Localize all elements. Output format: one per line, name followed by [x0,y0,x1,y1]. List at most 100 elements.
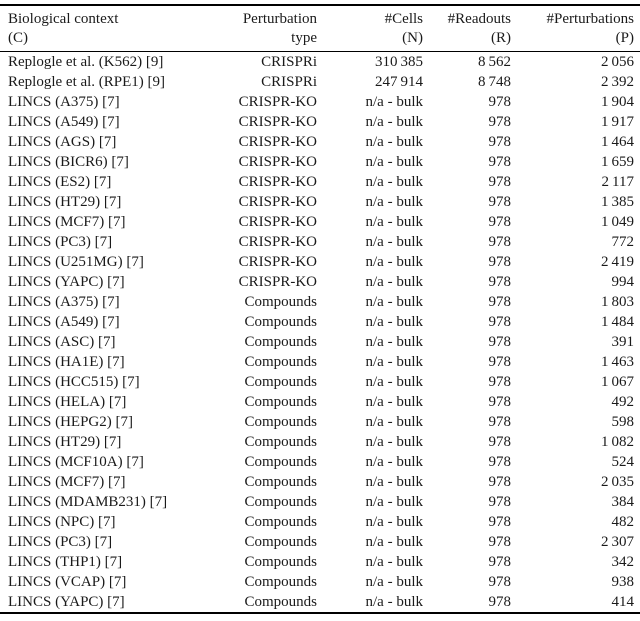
cell-cells: n/a - bulk [365,534,424,550]
table-row: LINCS (A549) [7] CRISPR-KO n/a - bulk 978 1 … [0,112,640,132]
cell-perturbation-type: Compounds [244,514,317,530]
cell-cells: n/a - bulk [365,374,424,390]
cell-readouts: 978 [488,234,512,250]
table-row: LINCS (A549) [7] Compounds n/a - bulk 978 1 … [0,312,640,332]
table-row: LINCS (HT29) [7] CRISPR-KO n/a - bulk 978 1 … [0,192,640,212]
col-header-line2: type [291,30,317,46]
cell-cells: n/a - bulk [365,414,424,430]
cell-perturbation-type: Compounds [244,594,317,610]
table-row: Replogle et al. (K562) [9] CRISPRi 310 385… [0,52,640,73]
cell-perturbations: 2 307 [600,534,634,550]
cell-perturbations: 938 [611,574,635,590]
cell-perturbations: 2 035 [600,474,634,490]
table-row: LINCS (A375) [7] Compounds n/a - bulk 978 1 … [0,292,640,312]
cell-perturbations: 1 803 [600,294,634,310]
cell-readouts: 978 [488,334,512,350]
cell-context: LINCS (A375) [7] [8,94,120,110]
cell-perturbation-type: Compounds [244,474,317,490]
cell-readouts: 978 [488,214,512,230]
cell-cells: n/a - bulk [365,514,424,530]
cell-perturbations: 1 082 [600,434,634,450]
cell-perturbations: 492 [611,394,635,410]
cell-perturbations: 1 385 [600,194,634,210]
cell-cells: n/a - bulk [365,94,424,110]
cell-cells: n/a - bulk [365,354,424,370]
cell-perturbation-type: CRISPR-KO [238,94,317,110]
cell-perturbation-type: CRISPR-KO [238,234,317,250]
cell-perturbation-type: CRISPR-KO [238,274,317,290]
table-header: Biological context (C) Perturbation type… [0,5,640,52]
cell-cells: n/a - bulk [365,174,424,190]
cell-context: LINCS (ES2) [7] [8,174,112,190]
col-header-readouts: #Readouts (R) [425,5,513,52]
cell-perturbations: 1 904 [600,94,634,110]
cell-perturbations: 482 [611,514,635,530]
table-row: LINCS (A375) [7] CRISPR-KO n/a - bulk 978 1 … [0,92,640,112]
table-row: LINCS (PC3) [7] CRISPR-KO n/a - bulk 978 772 [0,232,640,252]
cell-cells: n/a - bulk [365,554,424,570]
cell-perturbation-type: CRISPRi [261,74,317,90]
cell-perturbation-type: Compounds [244,574,317,590]
table-row: LINCS (PC3) [7] Compounds n/a - bulk 978 2 3… [0,532,640,552]
cell-perturbations: 2 419 [600,254,634,270]
cell-perturbations: 1 659 [600,154,634,170]
table-row: LINCS (VCAP) [7] Compounds n/a - bulk 978 93… [0,572,640,592]
table-row: LINCS (ES2) [7] CRISPR-KO n/a - bulk 978 2 1… [0,172,640,192]
cell-perturbations: 772 [611,234,635,250]
cell-perturbations: 598 [611,414,635,430]
col-header-line1: #Perturbations [546,11,635,27]
cell-readouts: 978 [488,394,512,410]
cell-perturbation-type: CRISPR-KO [238,114,317,130]
cell-context: LINCS (MCF7) [7] [8,474,126,490]
cell-context: Replogle et al. (RPE1) [9] [8,74,166,90]
cell-readouts: 8 748 [477,74,511,90]
cell-context: LINCS (A549) [7] [8,314,120,330]
cell-perturbations: 1 067 [600,374,634,390]
cell-readouts: 978 [488,554,512,570]
cell-perturbation-type: CRISPR-KO [238,134,317,150]
cell-perturbation-type: CRISPR-KO [238,254,317,270]
cell-readouts: 978 [488,134,512,150]
cell-context: LINCS (MCF10A) [7] [8,454,144,470]
datasets-table: Biological context (C) Perturbation type… [0,4,640,614]
cell-perturbations: 2 117 [601,174,634,190]
cell-context: LINCS (ASC) [7] [8,334,116,350]
cell-perturbations: 2 056 [600,54,634,70]
cell-perturbation-type: CRISPR-KO [238,154,317,170]
cell-context: LINCS (HEPG2) [7] [8,414,133,430]
cell-readouts: 978 [488,474,512,490]
cell-readouts: 978 [488,194,512,210]
cell-perturbations: 391 [611,334,635,350]
cell-readouts: 978 [488,174,512,190]
cell-perturbations: 2 392 [600,74,634,90]
table-row: LINCS (HCC515) [7] Compounds n/a - bulk 978… [0,372,640,392]
cell-perturbation-type: Compounds [244,294,317,310]
cell-perturbation-type: Compounds [244,314,317,330]
col-header-line2: (C) [8,30,28,46]
col-header-line1: #Cells [384,11,423,27]
cell-context: LINCS (A549) [7] [8,114,120,130]
cell-context: LINCS (PC3) [7] [8,234,113,250]
cell-perturbations: 1 463 [600,354,634,370]
table-row: LINCS (YAPC) [7] Compounds n/a - bulk 978 41… [0,592,640,613]
col-header-perturbation-type: Perturbation type [212,5,319,52]
cell-readouts: 978 [488,534,512,550]
cell-readouts: 978 [488,314,512,330]
cell-cells: n/a - bulk [365,314,424,330]
cell-perturbation-type: Compounds [244,554,317,570]
cell-readouts: 978 [488,574,512,590]
cell-context: LINCS (YAPC) [7] [8,594,125,610]
col-header-cells: #Cells (N) [319,5,425,52]
cell-perturbation-type: Compounds [244,374,317,390]
table-row: LINCS (YAPC) [7] CRISPR-KO n/a - bulk 978 99… [0,272,640,292]
cell-perturbations: 994 [611,274,635,290]
cell-perturbation-type: Compounds [244,394,317,410]
cell-cells: n/a - bulk [365,294,424,310]
cell-context: LINCS (YAPC) [7] [8,274,125,290]
cell-readouts: 978 [488,514,512,530]
cell-context: LINCS (HT29) [7] [8,434,122,450]
col-header-line2: (N) [402,30,423,46]
cell-readouts: 978 [488,434,512,450]
table-row: LINCS (THP1) [7] Compounds n/a - bulk 978 34… [0,552,640,572]
table-row: LINCS (AGS) [7] CRISPR-KO n/a - bulk 978 1 4… [0,132,640,152]
